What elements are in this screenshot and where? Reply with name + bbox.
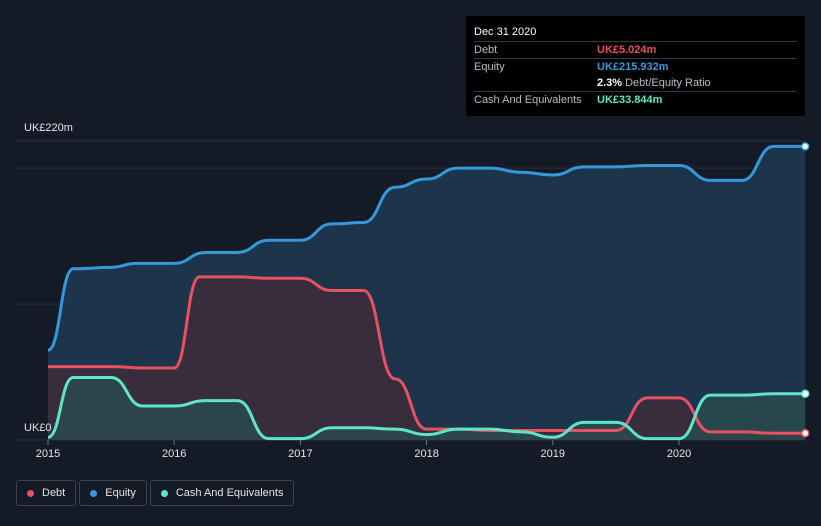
area-cash-and-equivalents xyxy=(48,377,806,440)
line-debt xyxy=(48,275,806,435)
tooltip-label: Cash And Equivalents xyxy=(474,94,582,106)
tooltip-value-equity: UK£215.932m xyxy=(597,61,669,73)
legend-dot-icon xyxy=(90,489,98,497)
tooltip-row-debt: Debt UK£5.024m xyxy=(474,41,797,58)
y-tick-label-max: UK£220m xyxy=(24,122,73,134)
legend-dot-icon xyxy=(160,489,168,497)
x-tick-label-2015: 2015 xyxy=(36,448,60,460)
tooltip-row-cash: Cash And Equivalents UK£33.844m xyxy=(474,91,797,108)
x-tick-label-2019: 2019 xyxy=(541,448,565,460)
tooltip-row-ratio: 2.3% Debt/Equity Ratio xyxy=(474,75,797,91)
x-tick-label-2020: 2020 xyxy=(667,448,691,460)
legend-item-debt[interactable]: Debt xyxy=(16,480,77,506)
line-equity xyxy=(47,144,806,352)
tooltip-panel: Dec 31 2020 Debt UK£5.024m Equity UK£215… xyxy=(466,16,805,116)
tooltip-date: Dec 31 2020 xyxy=(474,26,537,38)
tooltip-label xyxy=(474,75,597,91)
tooltip-value-debt: UK£5.024m xyxy=(597,44,657,56)
tooltip-label: Equity xyxy=(474,61,505,73)
legend-label: Equity xyxy=(105,487,136,499)
legend-dot-icon xyxy=(27,489,34,497)
legend: Debt Equity Cash And Equivalents xyxy=(16,480,295,506)
line-cash-and-equivalents xyxy=(47,375,806,441)
chart-endpoints xyxy=(800,142,810,438)
x-tick-label-2016: 2016 xyxy=(162,448,186,460)
x-tick-label-2017: 2017 xyxy=(288,448,312,460)
tooltip-value-ratio: 2.3% xyxy=(597,77,623,89)
x-axis: 2015 2016 2017 2018 2019 2020 xyxy=(36,440,691,460)
y-tick-label-zero: UK£0 xyxy=(24,422,52,434)
tooltip-label: Debt xyxy=(474,44,498,56)
legend-item-cash[interactable]: Cash And Equivalents xyxy=(149,480,295,506)
endpoint-equity xyxy=(800,142,810,151)
legend-item-equity[interactable]: Equity xyxy=(79,480,147,506)
x-tick-label-2018: 2018 xyxy=(414,448,438,460)
legend-label: Debt xyxy=(42,487,66,499)
endpoint-cash-and-equivalents xyxy=(800,389,810,399)
endpoint-debt xyxy=(800,428,810,438)
chart-areas xyxy=(48,146,806,440)
chart-lines xyxy=(47,144,806,441)
tooltip-ratio-caption: Debt/Equity Ratio xyxy=(625,77,711,89)
legend-label: Cash And Equivalents xyxy=(175,487,284,499)
tooltip-row-equity: Equity UK£215.932m xyxy=(474,58,797,75)
tooltip-value-cash: UK£33.844m xyxy=(597,94,663,106)
